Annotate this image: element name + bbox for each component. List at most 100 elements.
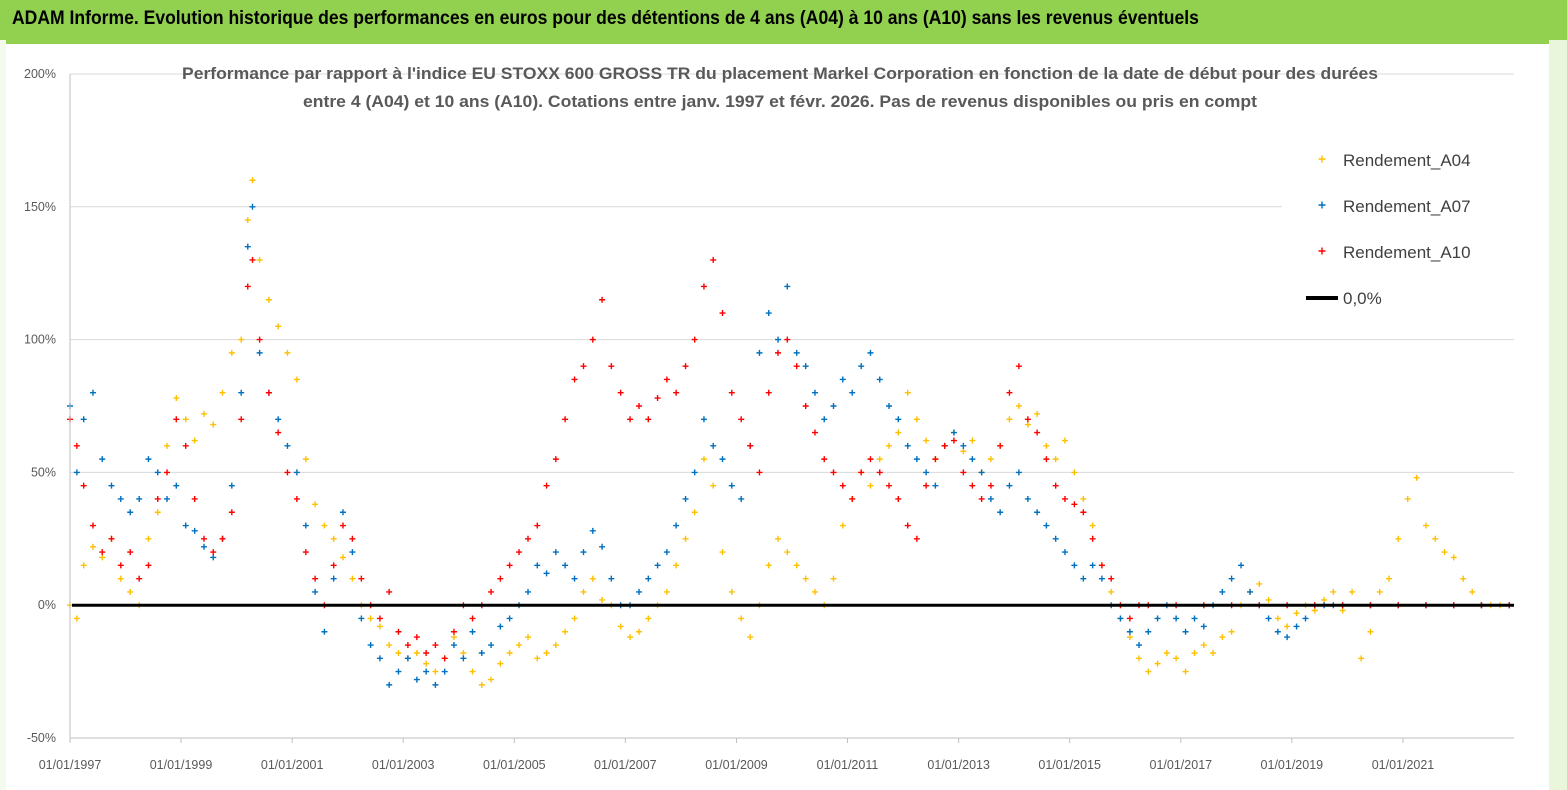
data-point — [728, 482, 735, 489]
data-point — [145, 562, 152, 569]
data-point — [1358, 655, 1365, 662]
data-point — [719, 549, 726, 556]
data-point — [1126, 634, 1133, 641]
data-point — [886, 442, 893, 449]
header-banner: ADAM Informe. Evolution historique des p… — [0, 0, 1567, 40]
data-point — [580, 363, 587, 370]
data-point — [682, 535, 689, 542]
legend-label: 0,0% — [1343, 289, 1382, 308]
frame-top-border — [0, 40, 1567, 44]
data-point — [728, 389, 735, 396]
data-point — [1321, 596, 1328, 603]
data-point — [1200, 623, 1207, 630]
data-point — [969, 437, 976, 444]
x-tick-label: 01/01/2005 — [483, 758, 546, 772]
data-point — [469, 668, 476, 675]
data-point — [244, 243, 251, 250]
data-point — [1061, 495, 1068, 502]
data-point — [987, 495, 994, 502]
data-point — [830, 403, 837, 409]
data-point — [488, 588, 495, 595]
data-point — [960, 469, 967, 476]
data-point — [1108, 588, 1115, 595]
data-point — [811, 389, 818, 396]
data-point — [1006, 389, 1013, 396]
data-point — [1080, 575, 1087, 582]
data-point — [562, 562, 569, 569]
data-point — [339, 509, 346, 516]
data-point — [599, 543, 606, 550]
data-point — [1080, 495, 1087, 502]
data-point — [441, 668, 448, 675]
data-point — [960, 448, 967, 455]
data-point — [682, 363, 689, 370]
data-point — [923, 469, 930, 476]
data-point — [395, 628, 402, 635]
data-point — [404, 642, 411, 649]
data-point — [802, 363, 809, 370]
data-point — [108, 535, 115, 542]
data-point — [1330, 588, 1337, 595]
data-point — [1460, 575, 1467, 582]
data-point — [249, 256, 256, 263]
data-point — [349, 549, 356, 556]
data-point — [1173, 655, 1180, 662]
data-point — [571, 615, 578, 622]
data-point — [580, 549, 587, 556]
data-point — [876, 456, 883, 463]
data-point — [1034, 410, 1041, 417]
data-point — [589, 575, 596, 582]
data-point — [219, 389, 226, 396]
data-point — [886, 482, 893, 489]
data-point — [244, 217, 251, 224]
data-point — [1071, 469, 1078, 476]
data-point — [904, 389, 911, 396]
data-point — [719, 456, 726, 463]
data-point — [275, 429, 282, 436]
data-point — [923, 482, 930, 489]
data-point — [960, 442, 967, 449]
data-point — [1182, 628, 1189, 635]
data-point — [525, 588, 532, 595]
data-point — [525, 535, 532, 542]
data-point — [99, 554, 106, 561]
data-point — [469, 615, 476, 622]
data-point — [691, 509, 698, 516]
data-point — [127, 509, 134, 516]
data-point — [700, 416, 707, 423]
data-point — [1145, 628, 1152, 635]
data-point — [293, 376, 300, 383]
data-point — [562, 416, 569, 423]
data-point — [249, 177, 256, 184]
data-point — [339, 554, 346, 561]
data-point — [1006, 482, 1013, 489]
data-point — [1043, 442, 1050, 449]
data-point — [265, 296, 272, 303]
data-point — [441, 655, 448, 662]
data-point — [1015, 403, 1022, 409]
data-point — [543, 650, 550, 657]
x-tick-label: 01/01/2009 — [705, 758, 768, 772]
data-point — [228, 509, 235, 516]
data-point — [987, 482, 994, 489]
chart-title-line: Performance par rapport à l'indice EU ST… — [182, 64, 1378, 83]
data-point — [1043, 522, 1050, 529]
data-point — [571, 575, 578, 582]
data-point — [228, 349, 235, 356]
data-point — [950, 429, 957, 436]
data-point — [876, 469, 883, 476]
data-point — [80, 416, 87, 423]
data-point — [913, 456, 920, 463]
data-point — [562, 628, 569, 635]
data-point — [1191, 615, 1198, 622]
data-point — [386, 588, 393, 595]
data-point — [599, 296, 606, 303]
data-point — [904, 522, 911, 529]
data-point — [941, 442, 948, 449]
data-point — [1284, 623, 1291, 630]
y-tick-label: 100% — [24, 333, 56, 347]
x-tick-label: 01/01/2001 — [261, 758, 324, 772]
data-point — [793, 562, 800, 569]
data-point — [432, 668, 439, 675]
data-point — [349, 575, 356, 582]
